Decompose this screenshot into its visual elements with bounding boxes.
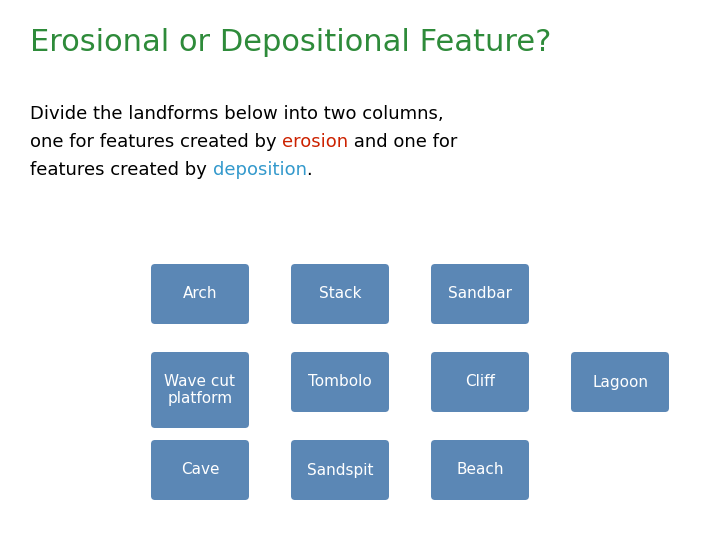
FancyBboxPatch shape [291,352,389,412]
Text: Wave cut
platform: Wave cut platform [164,374,235,406]
Text: Sandbar: Sandbar [448,287,512,301]
Text: Divide the landforms below into two columns,: Divide the landforms below into two colu… [30,105,444,123]
Text: Cliff: Cliff [465,375,495,389]
Text: Cave: Cave [181,462,220,477]
Text: one for features created by: one for features created by [30,133,282,151]
FancyBboxPatch shape [151,264,249,324]
Text: .: . [307,161,312,179]
FancyBboxPatch shape [291,264,389,324]
Text: Erosional or Depositional Feature?: Erosional or Depositional Feature? [30,28,552,57]
FancyBboxPatch shape [571,352,669,412]
FancyBboxPatch shape [431,440,529,500]
FancyBboxPatch shape [431,352,529,412]
FancyBboxPatch shape [291,440,389,500]
Text: erosion: erosion [282,133,348,151]
Text: Sandspit: Sandspit [307,462,373,477]
Text: Stack: Stack [319,287,361,301]
Text: Tombolo: Tombolo [308,375,372,389]
Text: Arch: Arch [183,287,217,301]
FancyBboxPatch shape [151,352,249,428]
Text: Lagoon: Lagoon [592,375,648,389]
Text: deposition: deposition [212,161,307,179]
Text: Beach: Beach [456,462,504,477]
FancyBboxPatch shape [151,440,249,500]
Text: and one for: and one for [348,133,458,151]
Text: features created by: features created by [30,161,212,179]
FancyBboxPatch shape [431,264,529,324]
